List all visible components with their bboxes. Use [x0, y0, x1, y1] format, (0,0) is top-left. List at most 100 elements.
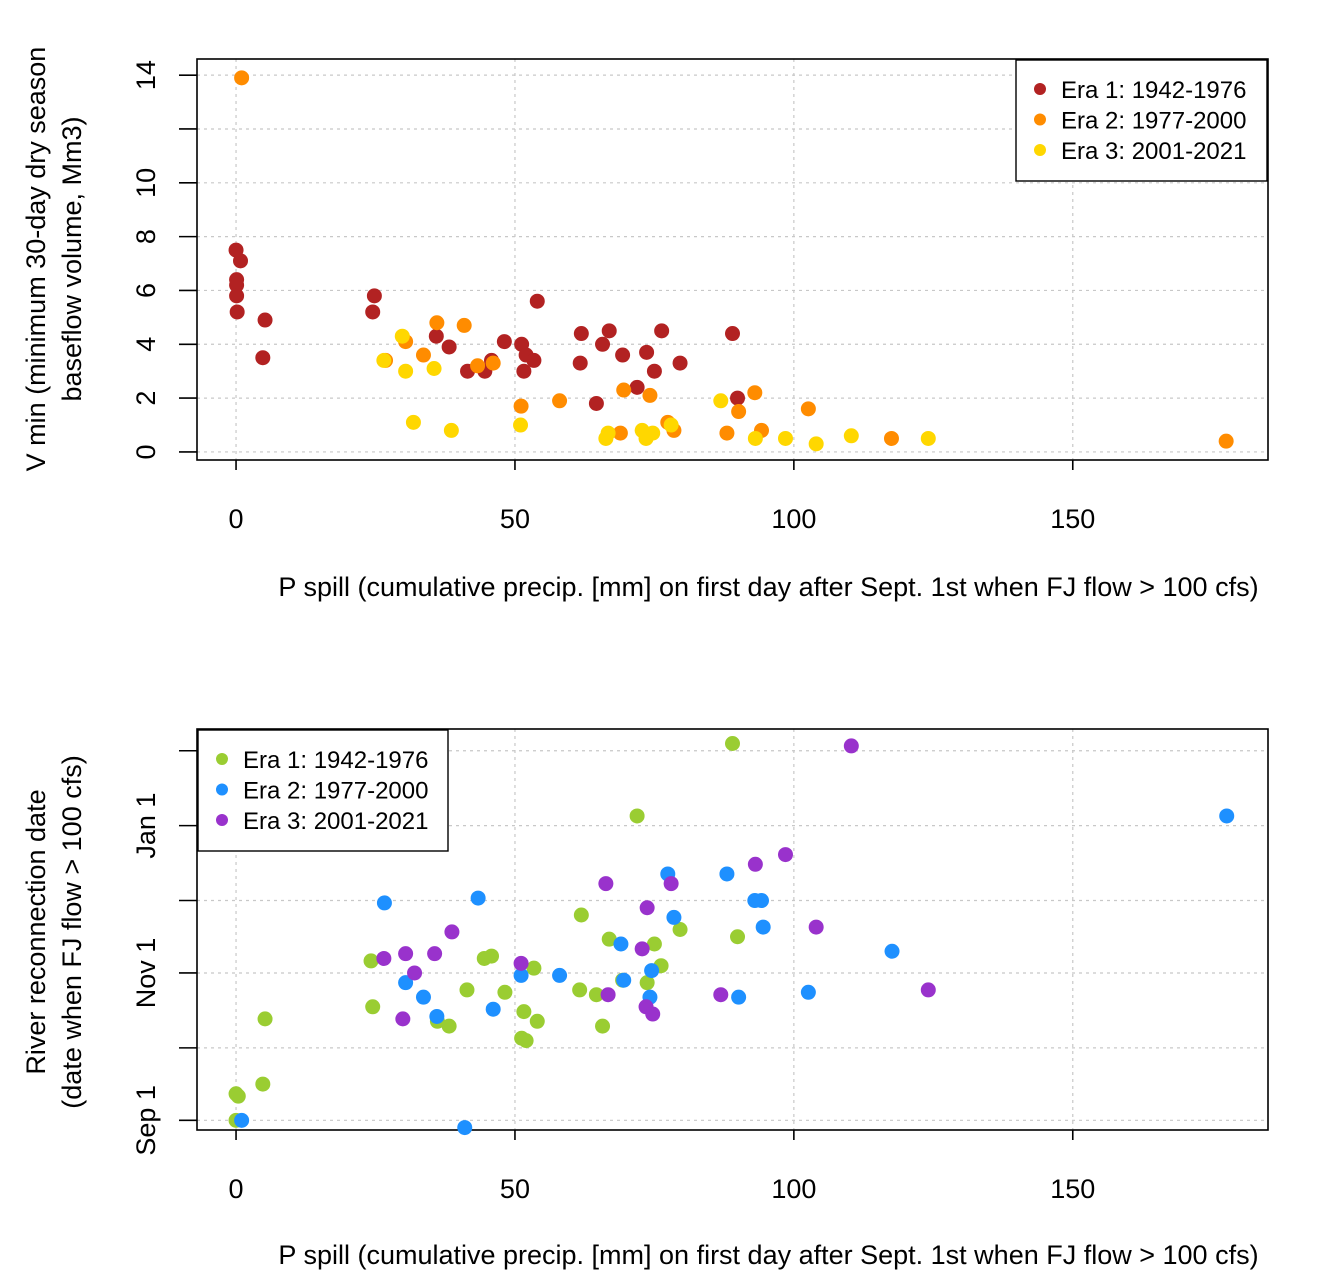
data-point — [426, 360, 442, 376]
data-point — [843, 738, 859, 754]
y-tick-label: 2 — [131, 391, 161, 406]
data-point — [407, 965, 423, 981]
data-point — [526, 960, 542, 976]
data-point — [613, 936, 629, 952]
data-point — [516, 363, 532, 379]
data-point — [513, 398, 529, 414]
x-tick-label: 50 — [500, 1174, 530, 1204]
data-point — [800, 984, 816, 1000]
legend-label: Era 1: 1942-1976 — [243, 747, 428, 774]
data-point — [755, 919, 771, 935]
data-point — [1219, 808, 1235, 824]
data-point — [719, 425, 735, 441]
data-point — [513, 967, 529, 983]
data-point — [257, 312, 273, 328]
x-axis-label: P spill (cumulative precip. [mm] on firs… — [278, 1240, 1258, 1270]
data-point — [526, 352, 542, 368]
data-point — [672, 922, 688, 937]
data-point — [920, 430, 936, 446]
y-tick-label: 4 — [131, 337, 161, 352]
y-tick-label: 0 — [131, 444, 161, 459]
data-point — [230, 1088, 246, 1104]
data-point — [616, 382, 632, 398]
data-point — [518, 1033, 534, 1049]
data-point — [777, 430, 793, 446]
y-tick-label: 10 — [131, 168, 161, 198]
data-point — [229, 288, 245, 304]
data-point — [654, 323, 670, 339]
data-point — [595, 1018, 611, 1034]
data-point — [747, 385, 763, 401]
data-point — [639, 344, 655, 360]
data-point — [429, 315, 445, 331]
legend-label: Era 2: 1977-2000 — [1061, 108, 1246, 135]
data-point — [484, 948, 500, 964]
x-tick-label: 100 — [771, 1174, 816, 1204]
data-point — [730, 929, 746, 945]
legend-marker — [216, 814, 228, 826]
data-point — [646, 363, 662, 379]
data-point — [598, 876, 614, 892]
data-point — [612, 425, 628, 441]
data-point — [629, 808, 645, 824]
reconnection-date-scatter-panel: 0 50 100 150 Sep 1 Nov 1 Jan 1 P spill (cumulat… — [21, 728, 1269, 1270]
data-point — [376, 895, 392, 911]
data-point — [234, 1112, 250, 1128]
data-point — [257, 1011, 273, 1027]
data-point — [428, 328, 444, 344]
y-tick-label: Jan 1 — [131, 793, 161, 859]
data-point — [398, 363, 414, 379]
data-point — [645, 1006, 661, 1022]
data-point — [415, 989, 431, 1005]
data-point — [644, 963, 660, 979]
data-point — [365, 999, 381, 1015]
data-point — [808, 436, 824, 452]
legend-label: Era 2: 1977-2000 — [243, 778, 428, 805]
legend-marker — [1034, 144, 1046, 156]
plot-frame — [196, 728, 1269, 1131]
data-point — [394, 328, 410, 344]
data-point — [376, 950, 392, 966]
data-point — [642, 387, 658, 403]
data-point — [663, 876, 679, 892]
data-point — [427, 946, 443, 962]
data-point — [229, 277, 245, 293]
plot-frame — [196, 58, 1269, 461]
data-point — [513, 417, 529, 433]
data-point — [572, 355, 588, 371]
data-point — [634, 941, 650, 957]
data-point — [444, 924, 460, 940]
data-point — [572, 982, 588, 998]
data-point — [1218, 433, 1234, 449]
data-point — [672, 355, 688, 371]
x-tick-label: 100 — [771, 504, 816, 534]
legend-box — [197, 729, 449, 852]
x-axis-label: P spill (cumulative precip. [mm] on firs… — [278, 572, 1258, 602]
data-point — [443, 422, 459, 438]
data-point — [731, 404, 747, 420]
data-point — [629, 379, 645, 395]
x-tick-label: 150 — [1050, 1174, 1095, 1204]
data-point — [529, 1013, 545, 1029]
data-point — [395, 1011, 411, 1027]
data-point — [600, 987, 616, 1003]
data-point — [747, 856, 763, 872]
legend-box — [1015, 59, 1268, 182]
y-axis-label: V min (minimum 30-day dry season — [21, 47, 51, 472]
data-point — [601, 931, 617, 947]
data-point — [398, 975, 414, 991]
data-point — [639, 900, 655, 916]
x-tick-label: 50 — [500, 504, 530, 534]
data-point — [441, 1018, 457, 1034]
data-point — [513, 955, 529, 971]
data-point — [496, 334, 512, 350]
data-point — [573, 326, 589, 342]
data-point — [456, 317, 472, 333]
y-tick-label: 6 — [131, 283, 161, 298]
y-axis-label: River reconnection date — [21, 789, 51, 1074]
data-point — [552, 967, 568, 983]
data-point — [719, 866, 735, 882]
data-point — [588, 987, 604, 1003]
y-tick-label: 8 — [131, 229, 161, 244]
data-point — [883, 430, 899, 446]
